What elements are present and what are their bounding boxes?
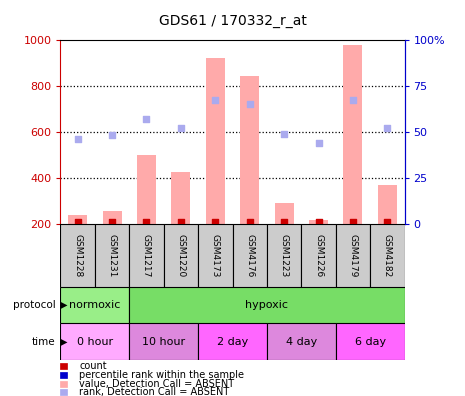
Bar [336,323,405,360]
Text: ▶: ▶ [60,300,67,310]
Text: value, Detection Call = ABSENT: value, Detection Call = ABSENT [79,379,234,389]
Point [177,125,185,131]
Bar [198,224,232,287]
Text: GSM4179: GSM4179 [348,234,358,277]
Text: count: count [79,361,106,371]
Text: GSM1228: GSM1228 [73,234,82,277]
Point [315,219,322,225]
Point [246,219,253,225]
Bar [198,323,267,360]
Bar [95,224,129,287]
Point [143,116,150,122]
Text: GSM4173: GSM4173 [211,234,220,277]
Bar [164,224,198,287]
Point [108,132,116,139]
Point [349,219,357,225]
Bar [309,220,328,224]
Point [74,219,81,225]
Bar [267,224,301,287]
Text: GSM4182: GSM4182 [383,234,392,277]
Text: GSM1220: GSM1220 [176,234,186,277]
Text: 6 day: 6 day [355,337,385,346]
Text: protocol: protocol [13,300,56,310]
Point [384,125,391,131]
Point [246,101,253,107]
Text: GSM1223: GSM1223 [279,234,289,277]
Text: GSM4176: GSM4176 [245,234,254,277]
Point [108,219,116,225]
Bar [129,224,164,287]
Bar [206,58,225,224]
Point [212,219,219,225]
Text: GDS61 / 170332_r_at: GDS61 / 170332_r_at [159,14,306,28]
Text: hypoxic: hypoxic [246,300,288,310]
Bar [137,155,156,224]
Bar [103,211,121,224]
Bar [301,224,336,287]
Bar [60,224,95,287]
Bar [129,287,405,323]
Bar [60,287,129,323]
Text: 10 hour: 10 hour [142,337,185,346]
Point [177,219,185,225]
Bar [232,224,267,287]
Bar [267,323,336,360]
Point [212,97,219,103]
Text: GSM1226: GSM1226 [314,234,323,277]
Bar [172,172,190,224]
Text: 0 hour: 0 hour [77,337,113,346]
Text: 2 day: 2 day [217,337,248,346]
Text: time: time [32,337,56,346]
Text: GSM1231: GSM1231 [107,234,117,277]
Point [349,97,357,103]
Bar [336,224,370,287]
Bar [275,203,293,224]
Bar [60,323,129,360]
Text: ▶: ▶ [60,337,67,346]
Point [384,219,391,225]
Text: 4 day: 4 day [286,337,317,346]
Bar [370,224,405,287]
Text: percentile rank within the sample: percentile rank within the sample [79,370,244,380]
Point [74,136,81,142]
Point [280,130,288,137]
Bar [68,215,87,224]
Bar [378,185,397,224]
Point [280,219,288,225]
Bar [240,76,259,224]
Bar [129,323,198,360]
Text: rank, Detection Call = ABSENT: rank, Detection Call = ABSENT [79,387,229,396]
Text: GSM1217: GSM1217 [142,234,151,277]
Point [315,139,322,146]
Text: normoxic: normoxic [69,300,120,310]
Point [143,219,150,225]
Bar [344,46,362,224]
